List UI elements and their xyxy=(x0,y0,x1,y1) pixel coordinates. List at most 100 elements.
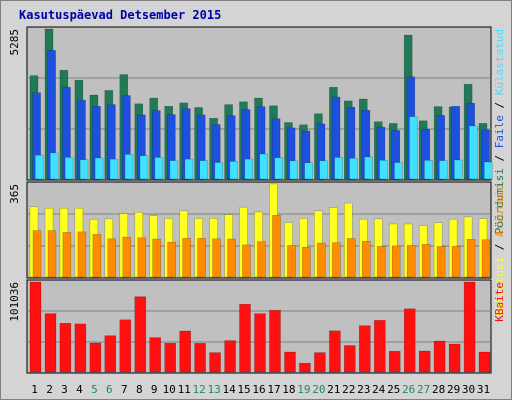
bar-middle-arvuteid-day-30 xyxy=(466,239,476,278)
x-tick-label-day-6: 6 xyxy=(106,383,113,396)
x-tick-label-day-16: 16 xyxy=(252,383,265,396)
bar-top-külastatud-day-4 xyxy=(79,159,89,180)
bar-bottom-kbaite-day-17 xyxy=(269,309,281,373)
bar-top-külastatud-day-3 xyxy=(64,157,74,180)
bar-middle-arvuteid-day-16 xyxy=(257,241,266,278)
bar-middle-arvuteid-day-9 xyxy=(152,238,161,278)
bar-top-külastatud-day-12 xyxy=(199,160,209,180)
bar-bottom-kbaite-day-16 xyxy=(254,313,266,373)
legend-label-bottom: KBaite xyxy=(493,282,506,322)
x-tick-label-day-13: 13 xyxy=(207,383,220,396)
bar-top-külastatud-day-27 xyxy=(424,160,433,180)
bar-bottom-kbaite-day-8 xyxy=(134,296,147,373)
bar-top-külastatud-day-14 xyxy=(229,161,239,180)
bar-middle-arvuteid-day-12 xyxy=(197,238,206,278)
bar-top-külastatud-day-2 xyxy=(49,152,59,180)
bar-middle-arvuteid-day-3 xyxy=(62,232,72,278)
bar-bottom-kbaite-day-20 xyxy=(314,352,326,373)
bar-bottom-kbaite-day-24 xyxy=(374,320,386,373)
bar-top-külastatud-day-1 xyxy=(34,154,44,180)
bar-top-külastatud-day-30 xyxy=(469,125,478,180)
x-tick-label-day-4: 4 xyxy=(76,383,83,396)
chart-title: Kasutuspäevad Detsember 2015 xyxy=(19,8,221,22)
bar-middle-arvuteid-day-17 xyxy=(272,215,281,278)
bar-bottom-kbaite-day-27 xyxy=(418,350,431,373)
x-tick-label-day-9: 9 xyxy=(151,383,158,396)
legend-label-top: Pöördumisi / Faile / Külastatud xyxy=(493,29,506,234)
bar-top-külastatud-day-29 xyxy=(454,159,463,180)
x-tick-label-day-31: 31 xyxy=(477,383,490,396)
bar-middle-arvuteid-day-8 xyxy=(137,237,147,278)
bar-top-külastatud-day-21 xyxy=(334,157,343,180)
bar-bottom-kbaite-day-23 xyxy=(359,325,371,373)
bar-middle-arvuteid-day-18 xyxy=(287,245,296,278)
bar-bottom-kbaite-day-9 xyxy=(149,337,161,373)
x-tick-label-day-30: 30 xyxy=(462,383,475,396)
bar-middle-arvuteid-day-10 xyxy=(167,241,176,278)
bar-bottom-kbaite-day-25 xyxy=(388,350,401,373)
panel-bottom: 101036 KBaite xyxy=(8,279,506,374)
bar-middle-arvuteid-day-2 xyxy=(47,230,57,278)
x-tick-label-day-23: 23 xyxy=(357,383,370,396)
bar-top-külastatud-day-7 xyxy=(124,154,134,180)
x-tick-label-day-28: 28 xyxy=(432,383,445,396)
bar-top-külastatud-day-15 xyxy=(244,158,253,180)
bar-middle-arvuteid-day-1 xyxy=(32,230,42,278)
bar-bottom-kbaite-day-2 xyxy=(44,313,57,373)
x-tick-label-day-24: 24 xyxy=(372,383,386,396)
legend-part: KBaite xyxy=(493,282,506,322)
y-max-label-middle: 365 xyxy=(8,184,21,204)
legend-part: Külastatud xyxy=(493,29,506,95)
x-tick-label-day-20: 20 xyxy=(312,383,325,396)
bar-bottom-kbaite-day-18 xyxy=(284,351,296,373)
legend-part: Külastusi xyxy=(493,257,506,317)
bar-bottom-kbaite-day-29 xyxy=(448,343,461,373)
bar-bottom-kbaite-day-21 xyxy=(329,330,341,373)
bar-top-külastatud-day-23 xyxy=(364,156,373,180)
x-tick-label-day-26: 26 xyxy=(402,383,415,396)
x-tick-label-day-8: 8 xyxy=(136,383,143,396)
bar-middle-arvuteid-day-21 xyxy=(332,242,341,278)
bar-bottom-kbaite-day-4 xyxy=(74,323,87,373)
bar-middle-arvuteid-day-26 xyxy=(406,245,416,278)
bar-top-külastatud-day-25 xyxy=(394,162,403,180)
bar-middle-arvuteid-day-20 xyxy=(317,242,326,278)
bar-top-külastatud-day-22 xyxy=(349,158,358,180)
bar-bottom-kbaite-day-13 xyxy=(209,352,221,373)
bar-top-külastatud-day-28 xyxy=(439,160,448,180)
x-tick-label-day-11: 11 xyxy=(178,383,191,396)
bar-top-külastatud-day-24 xyxy=(379,160,388,180)
bar-top-külastatud-day-31 xyxy=(483,161,493,180)
x-tick-label-day-3: 3 xyxy=(61,383,68,396)
x-tick-label-day-14: 14 xyxy=(222,383,236,396)
bar-bottom-kbaite-day-15 xyxy=(239,303,251,373)
bar-bottom-kbaite-day-19 xyxy=(299,362,311,373)
bar-middle-arvuteid-day-19 xyxy=(302,246,311,278)
bar-top-külastatud-day-6 xyxy=(109,158,119,180)
bar-bottom-kbaite-day-14 xyxy=(224,340,236,373)
x-tick-label-day-5: 5 xyxy=(91,383,98,396)
bar-middle-arvuteid-day-22 xyxy=(347,238,356,278)
bar-middle-arvuteid-day-29 xyxy=(451,246,461,278)
bar-bottom-kbaite-day-31 xyxy=(478,351,491,373)
bar-bottom-kbaite-day-28 xyxy=(433,340,446,373)
x-tick-label-day-10: 10 xyxy=(163,383,176,396)
bar-middle-arvuteid-day-31 xyxy=(481,239,491,278)
bar-middle-arvuteid-day-24 xyxy=(377,246,386,278)
bar-bottom-kbaite-day-30 xyxy=(463,281,476,373)
bar-bottom-kbaite-day-5 xyxy=(89,342,102,373)
bar-middle-arvuteid-day-4 xyxy=(77,231,87,278)
panel-middle: 365 Külastusi / Arvuteid xyxy=(8,181,506,317)
x-tick-label-day-1: 1 xyxy=(31,383,38,396)
bar-top-külastatud-day-11 xyxy=(184,158,194,180)
bar-middle-arvuteid-day-14 xyxy=(227,238,236,278)
x-tick-label-day-27: 27 xyxy=(417,383,430,396)
bar-middle-arvuteid-day-11 xyxy=(182,238,191,278)
legend-part: Faile xyxy=(493,115,506,148)
x-tick-label-day-21: 21 xyxy=(327,383,340,396)
bar-bottom-kbaite-day-11 xyxy=(179,330,191,373)
legend-part: / xyxy=(493,148,506,168)
x-tick-label-day-7: 7 xyxy=(121,383,128,396)
bar-top-külastatud-day-5 xyxy=(94,157,104,180)
bar-top-külastatud-day-9 xyxy=(154,157,164,180)
